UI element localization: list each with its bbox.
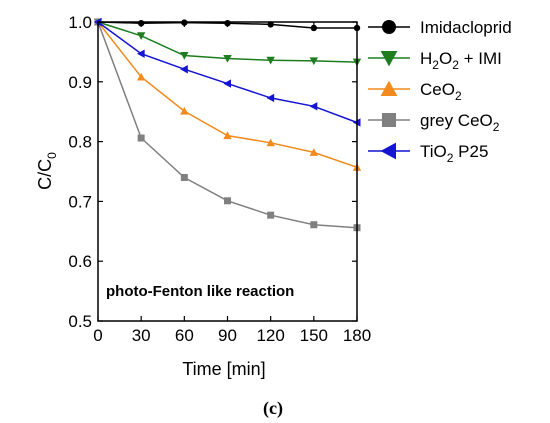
y-tick-label: 0.7 — [68, 192, 92, 211]
legend-marker — [380, 80, 398, 96]
x-axis-title: Time [min] — [182, 359, 265, 379]
legend-label-part: 2 — [455, 89, 462, 103]
legend-entry: Imidacloprid — [368, 18, 512, 37]
x-tick-label: 180 — [343, 326, 371, 345]
legend-label-part: TiO — [420, 142, 447, 161]
y-axis-title-main: C/C — [35, 159, 55, 190]
legend-marker — [382, 20, 396, 34]
y-tick-label: 0.8 — [68, 133, 92, 152]
data-point — [310, 24, 318, 32]
legend-label: Imidacloprid — [420, 18, 512, 37]
x-tick-label: 30 — [132, 326, 151, 345]
data-point — [224, 197, 231, 205]
legend-label-part: H — [420, 49, 432, 68]
data-point — [136, 72, 146, 81]
y-tick-label: 1.0 — [68, 13, 92, 32]
data-point — [180, 51, 189, 60]
data-point — [267, 211, 275, 219]
series-5 — [93, 17, 361, 127]
legend-entry: CeO2 — [368, 80, 462, 103]
data-point — [180, 173, 188, 181]
y-tick-label: 0.6 — [68, 252, 92, 271]
data-point — [223, 131, 232, 140]
legend-marker — [380, 142, 396, 160]
legend-label-part: CeO — [420, 80, 455, 99]
annotation-text: photo-Fenton like reaction — [106, 283, 294, 300]
legend-label-part: 2 — [452, 58, 459, 72]
y-axis-title-subscript: 0 — [45, 152, 59, 159]
legend-label-part: P25 — [453, 142, 488, 161]
data-point — [310, 221, 318, 229]
data-point — [180, 106, 189, 115]
legend-label: grey CeO2 — [420, 111, 500, 134]
y-tick-label: 0.5 — [68, 312, 92, 331]
legend-marker — [382, 113, 396, 127]
data-point — [223, 54, 232, 63]
data-point — [223, 79, 231, 88]
series-line — [97, 21, 358, 229]
legend-label-part: 2 — [447, 151, 454, 165]
data-point — [309, 102, 318, 111]
legend-entry: H2O2 + IMI — [368, 49, 502, 72]
series-line — [97, 21, 358, 169]
data-point — [309, 148, 319, 156]
legend-label-part: 2 — [432, 58, 439, 72]
x-tick-label: 90 — [218, 326, 237, 345]
legend-entry: TiO2 P25 — [368, 142, 488, 165]
data-point — [309, 57, 319, 66]
legend-marker — [380, 51, 398, 67]
legend-label-part: O — [439, 49, 452, 68]
x-tick-label: 0 — [93, 326, 102, 345]
x-tick-label: 60 — [175, 326, 194, 345]
legend-label-part: Imidacloprid — [420, 18, 512, 37]
x-tick-label: 150 — [300, 326, 328, 345]
series-4 — [94, 18, 361, 232]
data-point — [136, 49, 145, 58]
axes: 0 30 60 90 120 150 180 0.5 0.6 0.7 0.8 0.9 1.0 — [68, 13, 371, 345]
legend-label: TiO2 P25 — [420, 142, 488, 165]
series-3 — [93, 17, 362, 171]
legend-label: CeO2 — [420, 80, 462, 103]
legend-entry: grey CeO2 — [368, 111, 500, 134]
data-point — [266, 138, 275, 147]
data-point — [266, 93, 275, 103]
data-point — [137, 134, 145, 142]
plot-frame — [97, 21, 358, 322]
legend-label-part: + IMI — [459, 49, 502, 68]
legend-label-part: grey CeO — [420, 111, 493, 130]
data-point — [180, 65, 188, 74]
y-tick-label: 0.9 — [68, 73, 92, 92]
data-point — [136, 32, 146, 40]
plot-area — [93, 17, 362, 232]
figure-caption: (c) — [263, 398, 283, 419]
data-point — [266, 56, 275, 65]
y-axis-title: C/C0 — [35, 152, 59, 190]
legend-label-part: 2 — [493, 120, 500, 134]
x-tick-label: 120 — [256, 326, 284, 345]
legend-label: H2O2 + IMI — [420, 49, 502, 72]
